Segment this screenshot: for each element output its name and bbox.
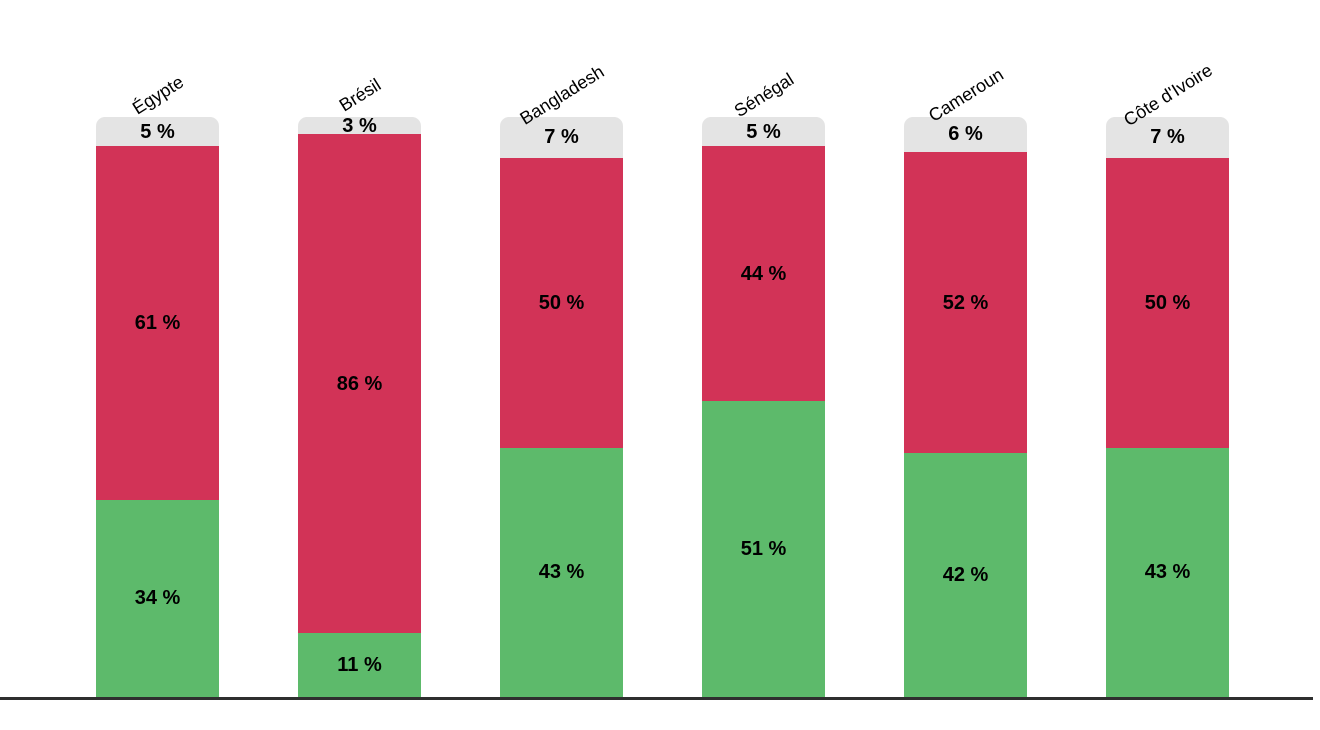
bar-segments: 5 % 44 % 51 % [702, 117, 825, 697]
bar-segments: 7 % 50 % 43 % [500, 117, 623, 697]
segment-value-label: 5 % [140, 120, 175, 143]
bar-segment-bottom-green-segment: 34 % [96, 499, 219, 697]
segment-value-label: 5 % [746, 120, 781, 143]
bar-segment-middle-red-segment: 61 % [96, 146, 219, 500]
bar-column: Sénégal 5 % 44 % 51 % [702, 69, 825, 697]
category-label: Sénégal [730, 69, 797, 121]
bar-segment-bottom-green-segment: 43 % [1106, 447, 1229, 697]
segment-value-label: 43 % [538, 561, 585, 584]
category-label: Égypte [128, 71, 187, 119]
segment-value-label: 43 % [1144, 561, 1191, 584]
bar-segment-bottom-green-segment: 43 % [500, 447, 623, 697]
bar-segments: 6 % 52 % 42 % [904, 117, 1027, 697]
bar-segment-middle-red-segment: 50 % [500, 157, 623, 448]
bar-column: Bangladesh 7 % 50 % 43 % [500, 61, 623, 697]
bar-segment-bottom-green-segment: 51 % [702, 401, 825, 697]
segment-value-label: 11 % [337, 654, 382, 677]
bar-segment-top-gray-segment: 7 % [500, 117, 623, 158]
segment-value-label: 44 % [740, 262, 787, 285]
bar-column: Cameroun 6 % 52 % 42 % [904, 64, 1027, 697]
bar-segment-top-gray-segment: 5 % [96, 117, 219, 146]
segment-value-label: 52 % [942, 291, 989, 314]
bar-segment-top-gray-segment: 3 % [298, 117, 421, 137]
segment-value-label: 86 % [336, 372, 383, 395]
segment-value-label: 61 % [134, 311, 181, 334]
bar-column: Égypte 5 % 61 % 34 % [96, 72, 219, 697]
bar-segments: 5 % 61 % 34 % [96, 117, 219, 697]
bar-column: Brésil 3 % 86 % 11 % [298, 75, 421, 697]
segment-value-label: 34 % [134, 587, 181, 610]
bar-segment-bottom-green-segment: 42 % [904, 453, 1027, 697]
segment-value-label: 51 % [740, 538, 787, 561]
bar-segment-middle-red-segment: 86 % [298, 134, 421, 634]
bar-segment-bottom-green-segment: 11 % [298, 633, 421, 697]
segment-value-label: 50 % [538, 291, 585, 314]
bar-segment-middle-red-segment: 50 % [1106, 157, 1229, 448]
category-label: Cameroun [924, 64, 1007, 126]
bar-column: Côte d'Ivoire 7 % 50 % 43 % [1106, 60, 1229, 697]
bar-segment-middle-red-segment: 52 % [904, 151, 1027, 454]
bar-segment-top-gray-segment: 5 % [702, 117, 825, 146]
bar-segments: 7 % 50 % 43 % [1106, 117, 1229, 697]
category-label: Brésil [335, 74, 384, 116]
bar-segment-middle-red-segment: 44 % [702, 146, 825, 402]
segment-value-label: 42 % [942, 564, 989, 587]
segment-value-label: 3 % [342, 117, 377, 137]
bar-segment-top-gray-segment: 6 % [904, 117, 1027, 152]
segment-value-label: 50 % [1144, 291, 1191, 314]
segment-value-label: 7 % [544, 126, 579, 149]
segment-value-label: 6 % [948, 123, 983, 146]
x-axis-line [0, 697, 1313, 700]
bar-segment-top-gray-segment: 7 % [1106, 117, 1229, 158]
bar-segments: 3 % 86 % 11 % [298, 117, 421, 697]
segment-value-label: 7 % [1150, 126, 1185, 149]
